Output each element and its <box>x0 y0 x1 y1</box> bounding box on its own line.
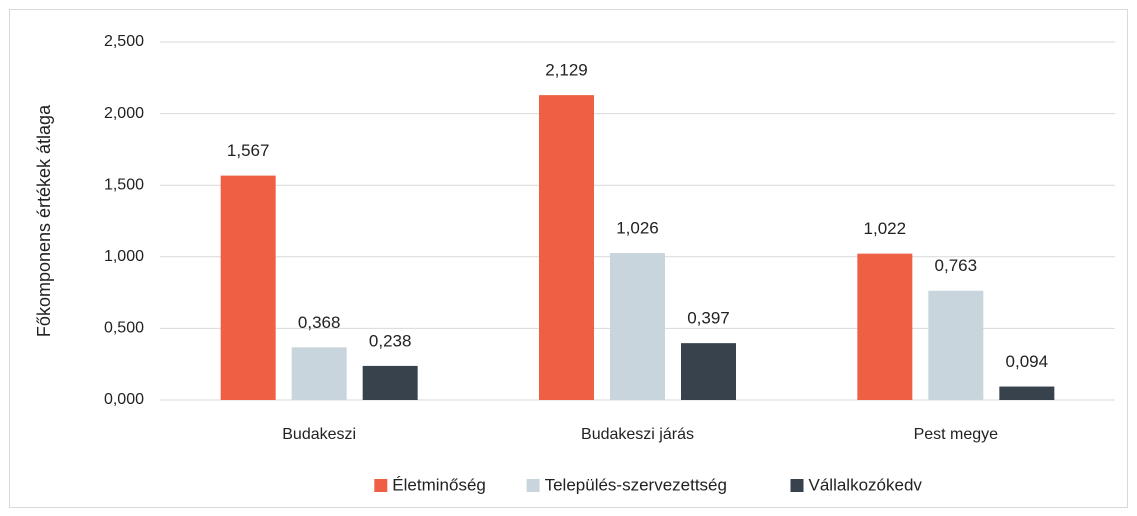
y-tick-label: 0,500 <box>104 320 144 337</box>
y-tick-label: 2,000 <box>104 105 144 122</box>
data-label: 0,094 <box>1006 352 1049 371</box>
legend-swatch <box>526 479 540 492</box>
bar <box>220 175 276 400</box>
bar <box>610 253 665 400</box>
y-tick-label: 1,000 <box>104 248 144 265</box>
data-label: 1,026 <box>616 219 659 238</box>
x-tick-label: Budakeszi <box>282 426 356 443</box>
y-axis-label: Főkomponens értékek átlaga <box>34 104 54 337</box>
data-label: 0,763 <box>935 256 978 275</box>
data-label: 2,129 <box>545 61 588 80</box>
legend-label: Település-szervezettség <box>545 475 727 494</box>
legend-label: Életminőség <box>392 475 486 494</box>
bar <box>539 95 594 400</box>
bar <box>928 290 984 400</box>
data-label: 1,567 <box>227 141 270 160</box>
data-label: 0,368 <box>298 313 341 332</box>
data-label: 0,397 <box>687 309 730 328</box>
legend-swatch <box>374 479 388 492</box>
bar <box>291 347 347 400</box>
legend-label: Vállalkozókedv <box>809 475 923 494</box>
y-tick-label: 0,000 <box>104 391 144 408</box>
bar <box>999 386 1055 400</box>
x-tick-label: Budakeszi járás <box>581 426 694 443</box>
legend-swatch <box>790 479 804 492</box>
y-tick-label: 1,500 <box>104 176 144 193</box>
y-tick-label: 2,500 <box>104 33 144 50</box>
data-label: 1,022 <box>864 219 907 238</box>
bar <box>857 253 913 400</box>
x-tick-label: Pest megye <box>914 426 999 443</box>
bar <box>681 343 736 400</box>
data-label: 0,238 <box>369 331 412 350</box>
bar <box>362 365 418 400</box>
